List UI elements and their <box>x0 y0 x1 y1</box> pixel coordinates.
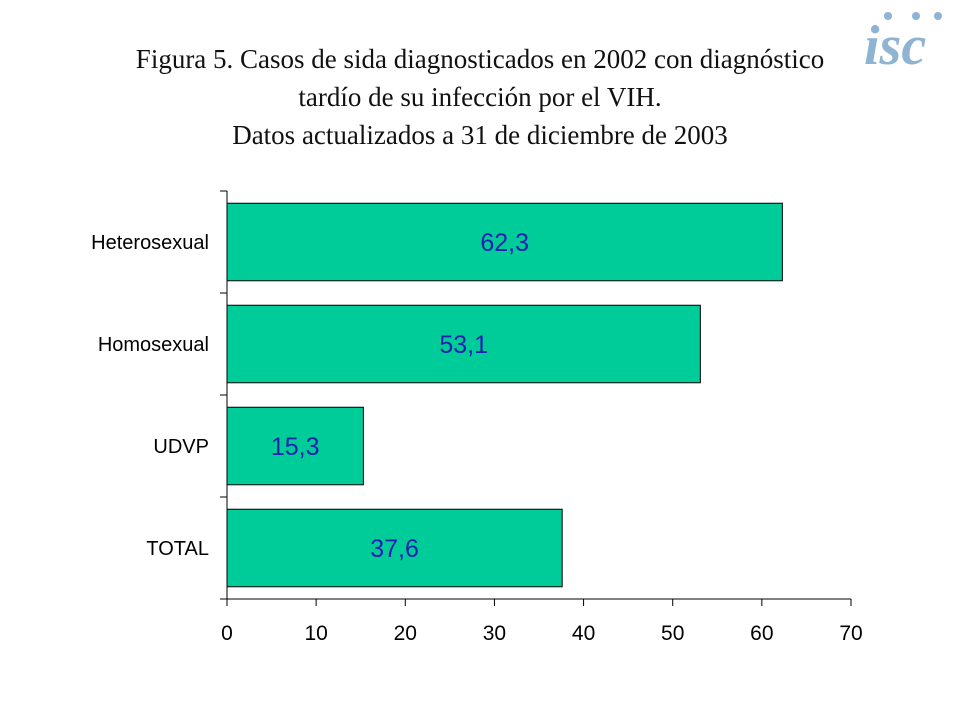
category-label: Homosexual <box>98 334 209 356</box>
logo-dot <box>912 12 920 20</box>
x-tick-label: 30 <box>483 622 506 645</box>
bar <box>226 202 783 282</box>
logo-dot <box>934 12 942 20</box>
category-label: UDVP <box>153 436 209 458</box>
x-tick-label: 20 <box>394 622 417 645</box>
category-label: TOTAL <box>146 538 209 560</box>
chart-title: Figura 5. Casos de sida diagnosticados e… <box>0 40 960 154</box>
logo-text: isc <box>864 15 926 76</box>
title-line-1: Figura 5. Casos de sida diagnosticados e… <box>135 44 825 74</box>
title-line-2: tardío de su infección por el VIH. <box>298 82 662 112</box>
data-label: 37,6 <box>370 535 419 563</box>
bar <box>226 508 563 588</box>
x-tick-label: 0 <box>221 622 233 645</box>
data-label: 15,3 <box>271 433 320 461</box>
x-tick-label: 70 <box>839 622 862 645</box>
x-tick-label: 10 <box>304 622 327 645</box>
x-tick-label: 40 <box>572 622 595 645</box>
isc-logo: isc <box>864 12 942 76</box>
x-tick-label: 50 <box>661 622 684 645</box>
data-label: 53,1 <box>439 331 488 359</box>
logo-dot <box>884 12 892 20</box>
title-line-3: Datos actualizados a 31 de diciembre de … <box>232 120 728 150</box>
data-label: 62,3 <box>480 229 529 257</box>
x-tick-label: 60 <box>750 622 773 645</box>
category-label: Heterosexual <box>91 232 209 254</box>
